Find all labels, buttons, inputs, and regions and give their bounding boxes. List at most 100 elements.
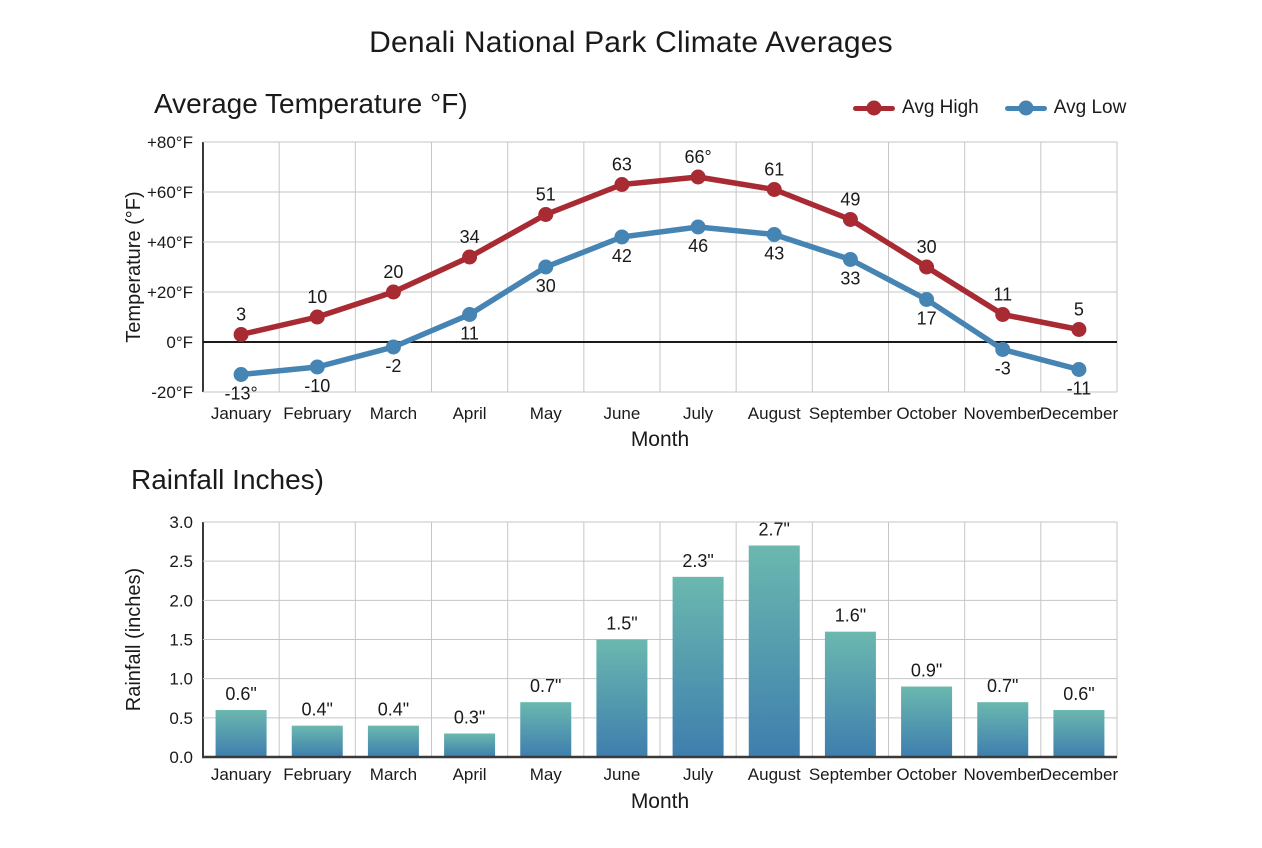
data-point: [462, 249, 478, 265]
legend-item-avg-low: Avg Low: [1004, 97, 1126, 119]
y-tick-label: +40°F: [147, 233, 193, 252]
rainfall-bar: [367, 725, 419, 757]
data-label: -10: [304, 376, 330, 396]
avg-low-series: -13° -10 -2 11 30 42 46 43 33 17 -3 -11: [224, 219, 1092, 404]
y-tick-label: +60°F: [147, 183, 193, 202]
temperature-legend: Avg High Avg Low: [853, 97, 1126, 119]
data-point: [766, 227, 782, 242]
data-label: 46: [688, 236, 708, 256]
data-label: 1.5": [606, 614, 637, 634]
x-tick-label: September: [809, 765, 892, 784]
data-label: -13°: [224, 384, 257, 404]
data-label: 2.7": [759, 520, 790, 540]
data-label: 11: [460, 324, 479, 344]
data-label: 33: [840, 269, 860, 289]
data-label: 0.9": [911, 661, 942, 681]
y-axis-title: Temperature (°F): [123, 191, 145, 342]
data-point: [614, 229, 630, 245]
data-point: [995, 307, 1011, 322]
x-tick-label: September: [809, 404, 892, 423]
data-label: 11: [993, 285, 1012, 305]
rainfall-bar-chart: 3.0 2.5 2.0 1.5 1.0 0.5 0.0 January February Marc…: [123, 513, 1118, 813]
data-point: [690, 219, 706, 235]
data-point: [233, 367, 249, 382]
y-tick-label: +80°F: [147, 133, 193, 152]
series-line: [238, 174, 1082, 338]
data-label: 0.6": [1063, 684, 1094, 704]
rainfall-bar: [291, 725, 343, 757]
x-tick-label: November: [964, 765, 1043, 784]
data-label: 0.4": [378, 700, 409, 720]
rainfall-bar: [901, 686, 953, 757]
data-point: [842, 252, 858, 267]
x-tick-label: July: [683, 404, 714, 423]
x-tick-label: February: [283, 765, 352, 784]
data-label: 30: [917, 237, 937, 257]
data-point: [1071, 322, 1087, 337]
data-label: 20: [383, 262, 403, 282]
data-point: [309, 309, 325, 325]
y-tick-label: +20°F: [147, 283, 193, 302]
data-label: 34: [460, 227, 480, 247]
x-tick-label: August: [748, 404, 801, 423]
data-label: 0.6": [225, 684, 256, 704]
data-point: [538, 259, 554, 275]
x-tick-label: December: [1040, 404, 1119, 423]
avg-low-line-marker-icon: [1004, 105, 1047, 111]
rainfall-bar: [748, 545, 800, 757]
data-label: -2: [385, 356, 401, 376]
y-tick-label: 1.5: [169, 631, 193, 650]
y-tick-label: 0.5: [169, 709, 193, 728]
x-tick-label: March: [370, 765, 417, 784]
rainfall-bar: [215, 710, 267, 757]
rainfall-bar: [444, 733, 496, 757]
rainfall-bar: [824, 631, 876, 757]
data-label: 51: [536, 185, 556, 205]
y-tick-label: 0.0: [169, 748, 193, 767]
data-label: 10: [307, 287, 327, 307]
x-tick-label: July: [683, 765, 714, 784]
data-point: [842, 212, 858, 227]
data-label: -3: [995, 359, 1011, 379]
data-label: 2.3": [682, 551, 713, 571]
data-label: 63: [612, 155, 632, 175]
x-tick-label: October: [896, 765, 957, 784]
x-tick-label: June: [603, 765, 640, 784]
y-tick-label: -20°F: [151, 383, 193, 402]
data-point: [233, 327, 249, 342]
rainfall-bars: 0.6" 0.4" 0.4" 0.3" 0.7" 1.5" 2.3" 2.7" 1.6" 0.9"…: [215, 520, 1105, 757]
y-tick-label: 3.0: [169, 513, 193, 532]
temperature-chart-title: Average Temperature °F): [154, 88, 468, 119]
page-title: Denali National Park Climate Averages: [369, 26, 893, 59]
x-tick-label: May: [530, 404, 563, 423]
avg-high-series: 3 10 20 34 51 63 66° 61 49 30 11 5: [233, 147, 1087, 342]
data-point: [1071, 362, 1087, 377]
data-point: [690, 169, 706, 185]
data-point: [309, 359, 325, 375]
data-label: -11: [1067, 379, 1092, 399]
data-label: 0.4": [302, 700, 333, 720]
y-tick-label: 2.5: [169, 552, 193, 571]
x-tick-label: June: [603, 404, 640, 423]
rainfall-bar: [977, 702, 1029, 757]
x-axis-title: Month: [631, 790, 689, 813]
y-tick-label: 0°F: [166, 333, 193, 352]
data-label: 17: [917, 309, 937, 329]
temperature-line-chart: +80°F +60°F +40°F +20°F 0°F -20°F January Febru…: [123, 133, 1119, 451]
rainfall-bar: [1053, 710, 1105, 757]
rainfall-chart-title: Rainfall Inches): [131, 464, 324, 495]
data-label: 1.6": [835, 606, 866, 626]
data-label: 43: [764, 244, 784, 264]
data-label: 30: [536, 276, 556, 296]
data-label: 3: [236, 305, 246, 325]
data-point: [385, 284, 401, 300]
x-axis-title: Month: [631, 428, 689, 451]
x-tick-label: August: [748, 765, 801, 784]
data-label: 42: [612, 246, 632, 266]
y-tick-label: 2.0: [169, 591, 193, 610]
data-point: [919, 292, 935, 307]
x-tick-label: January: [211, 765, 272, 784]
avg-high-line-marker-icon: [853, 105, 895, 111]
legend-item-avg-high: Avg High: [853, 97, 979, 119]
